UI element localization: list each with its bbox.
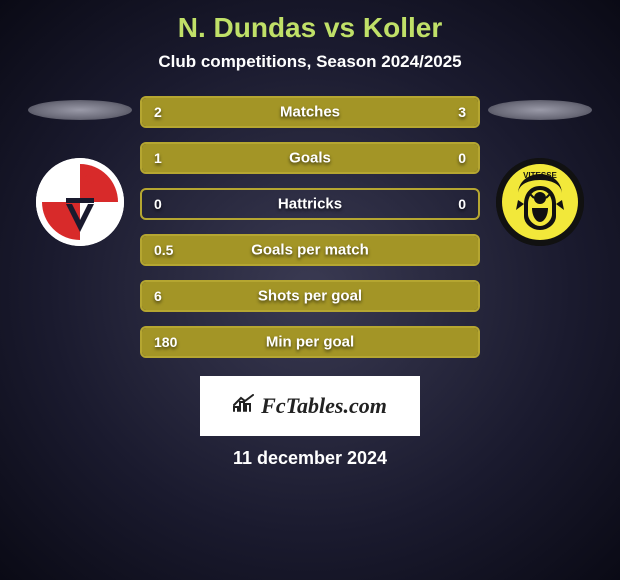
stat-bar: Matches 2 3 — [140, 96, 480, 128]
bar-label: Hattricks — [278, 196, 342, 213]
left-platform — [28, 100, 132, 120]
stat-bar: Shots per goal 6 — [140, 280, 480, 312]
main-row: F C Matches 2 3 Goals 1 0 Hattricks 0 0 Goals per… — [0, 96, 620, 358]
bar-value-left: 0.5 — [154, 242, 173, 258]
bar-fill-left — [142, 98, 276, 126]
bar-value-left: 6 — [154, 288, 162, 304]
svg-text:VITESSE: VITESSE — [523, 171, 557, 180]
bar-value-right: 0 — [458, 196, 466, 212]
bar-label: Min per goal — [266, 334, 354, 351]
fc-utrecht-icon: F C — [36, 158, 124, 246]
stat-bar: Hattricks 0 0 — [140, 188, 480, 220]
bar-fill-right — [404, 144, 478, 172]
bar-value-left: 0 — [154, 196, 162, 212]
date-label: 11 december 2024 — [233, 448, 387, 469]
watermark-text: FcTables.com — [261, 393, 387, 419]
chart-icon — [233, 394, 255, 418]
svg-text:F: F — [68, 171, 77, 187]
stat-bar: Goals per match 0.5 — [140, 234, 480, 266]
svg-text:C: C — [84, 171, 94, 187]
vitesse-icon: VITESSE — [496, 158, 584, 246]
bar-value-right: 0 — [458, 150, 466, 166]
club-badge-left: F C — [36, 158, 124, 246]
bar-label: Matches — [280, 104, 340, 121]
watermark: FcTables.com — [200, 376, 420, 436]
bar-label: Shots per goal — [258, 288, 362, 305]
stat-bar: Min per goal 180 — [140, 326, 480, 358]
club-badge-right: VITESSE — [496, 158, 584, 246]
right-platform — [488, 100, 592, 120]
right-side: VITESSE — [480, 96, 600, 246]
bar-value-right: 3 — [458, 104, 466, 120]
subtitle: Club competitions, Season 2024/2025 — [158, 52, 461, 72]
page-title: N. Dundas vs Koller — [178, 12, 443, 44]
bar-label: Goals — [289, 150, 331, 167]
left-side: F C — [20, 96, 140, 246]
stats-bars: Matches 2 3 Goals 1 0 Hattricks 0 0 Goals per mat… — [140, 96, 480, 358]
bar-fill-left — [142, 144, 404, 172]
bar-value-left: 2 — [154, 104, 162, 120]
comparison-container: N. Dundas vs Koller Club competitions, S… — [0, 0, 620, 580]
bar-label: Goals per match — [251, 242, 369, 259]
bar-value-left: 1 — [154, 150, 162, 166]
stat-bar: Goals 1 0 — [140, 142, 480, 174]
bar-value-left: 180 — [154, 334, 177, 350]
